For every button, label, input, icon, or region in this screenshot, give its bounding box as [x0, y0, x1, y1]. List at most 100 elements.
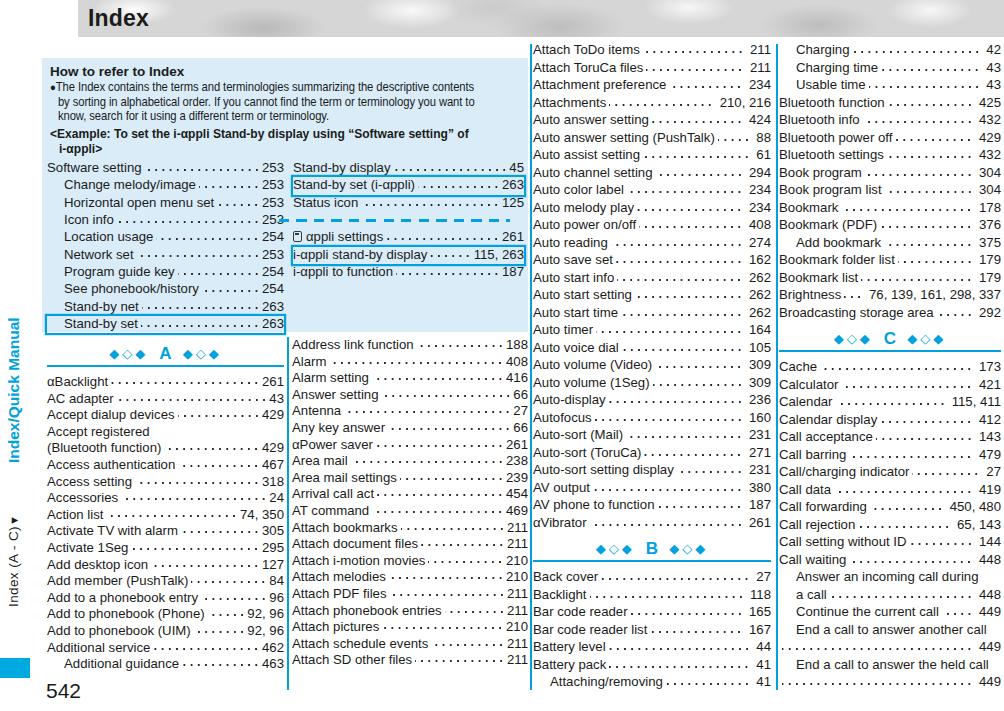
dot-leader: [430, 247, 472, 264]
dot-leader: [382, 387, 513, 404]
diamond-ornament: ◆◇◆: [834, 331, 873, 346]
triangle-marker: ▼: [8, 515, 20, 526]
entry-label: Auto color label: [533, 182, 624, 197]
dot-leader: [880, 412, 974, 430]
entry-page-ref: 144: [979, 534, 1001, 549]
entry-label: Auto start info: [533, 270, 614, 285]
dot-leader: [937, 305, 974, 323]
dot-leader: [131, 540, 261, 557]
entry-page-ref: 295: [262, 540, 284, 555]
entry-page-ref: 125: [502, 195, 524, 210]
entry-page-ref: 292: [979, 305, 1001, 320]
entry-page-ref: 211: [507, 652, 528, 667]
index-entry: Accept registered: [47, 424, 284, 441]
entry-page-ref: 305: [262, 523, 284, 538]
entry-label: Stand-by display: [293, 160, 391, 175]
dot-leader: [631, 604, 744, 622]
entry-page-ref: 41: [756, 674, 771, 689]
index-entry: Battery level44: [533, 639, 771, 657]
index-entry: Calendar115, 411: [779, 394, 1001, 412]
entry-label: Status icon: [293, 195, 358, 210]
dot-leader: [834, 482, 974, 500]
index-column-4: Charging42Charging time43Usable time43Bl…: [779, 42, 1001, 692]
entry-page-ref: 211: [507, 536, 528, 551]
entry-page-ref: 43: [986, 60, 1001, 75]
dot-leader: [194, 623, 247, 640]
index-entry: Continue the current call449: [779, 604, 1001, 622]
index-entry: Add bookmark375: [779, 235, 1001, 253]
dot-leader: [201, 590, 268, 607]
entry-label: Alarm: [292, 354, 326, 369]
entry-page-ref: 211: [750, 60, 771, 75]
entry-label: Auto start time: [533, 305, 618, 320]
index-entry: Bar code reader165: [533, 604, 771, 622]
index-entry: Area mail238: [292, 453, 528, 470]
dot-leader: [616, 252, 744, 270]
entry-label: Attach phonebook entries: [292, 603, 442, 618]
dot-leader: [836, 394, 947, 412]
entry-label: Auto start setting: [533, 287, 632, 302]
index-entry: 449: [779, 674, 1001, 692]
index-entry: Attach schedule events211: [292, 636, 528, 653]
index-entry: Charging time43: [779, 60, 1001, 78]
entry-page-ref: 469: [506, 503, 528, 518]
entry-label: Charging: [796, 42, 850, 57]
entry-page-ref: 187: [749, 497, 771, 512]
dot-leader: [361, 195, 501, 212]
index-column-2: Address link function188Alarm408Alarm se…: [292, 337, 528, 669]
entry-label: αppli settings: [306, 229, 383, 244]
entry-page-ref: 271: [749, 445, 771, 460]
index-entry: Auto start time262: [533, 305, 771, 323]
dot-leader: [415, 652, 506, 669]
diamond-ornament: ◆◇◆: [183, 346, 222, 361]
index-entry: Back cover27: [533, 569, 771, 587]
entry-page-ref: 263: [502, 177, 524, 192]
entry-label: Call barring: [779, 447, 846, 462]
index-entry: Calculator421: [779, 377, 1001, 395]
dot-leader: [137, 247, 261, 264]
dot-leader: [141, 316, 261, 333]
dot-leader: [394, 160, 509, 177]
entry-page-ref: 43: [269, 391, 284, 406]
index-entry: αppli settings261: [293, 229, 524, 246]
dot-leader: [666, 674, 751, 692]
entry-label: i-αppli to function: [293, 264, 393, 279]
entry-page-ref: 234: [749, 182, 771, 197]
dot-leader: [596, 322, 744, 340]
index-entry: Address link function188: [292, 337, 528, 354]
entry-page-ref: 179: [979, 270, 1001, 285]
dot-leader: [841, 377, 974, 395]
entry-label: Auto-display: [533, 392, 606, 407]
entry-label: Answer an incoming call during: [796, 569, 979, 584]
index-entry: Bar code reader list167: [533, 622, 771, 640]
index-entry: Call data419: [779, 482, 1001, 500]
entry-page-ref: 44: [756, 639, 771, 654]
entry-label: Area mail settings: [292, 470, 397, 485]
dot-leader: [386, 229, 501, 246]
entry-page-ref: 419: [979, 482, 1001, 497]
dot-leader: [377, 486, 505, 503]
entry-label: See phonebook/history: [64, 281, 199, 296]
dot-leader: [151, 557, 261, 574]
index-entry: Book program304: [779, 165, 1001, 183]
entry-label: Broadcasting storage area: [779, 305, 934, 320]
dot-leader: [655, 357, 744, 375]
entry-page-ref: 254: [262, 229, 284, 244]
entry-label: End a call to answer the held call: [796, 657, 989, 672]
dot-leader: [635, 287, 744, 305]
index-entry: Program guide key254: [47, 264, 284, 281]
index-entry: Bookmark (PDF)376: [779, 217, 1001, 235]
dot-leader: [351, 453, 505, 470]
dot-leader: [182, 656, 261, 673]
dot-leader: [595, 410, 744, 428]
entry-page-ref: 304: [979, 165, 1001, 180]
entry-label: Cache: [779, 359, 817, 374]
sidebar-tab-marker: [0, 658, 30, 678]
entry-label: Attach ToDo items: [533, 42, 640, 57]
sidebar-manual-label: Index/Quick Manual: [5, 313, 23, 463]
index-entry: See phonebook/history254: [47, 281, 284, 298]
dot-leader: [117, 391, 269, 408]
entry-page-ref: 262: [749, 270, 771, 285]
entry-page-ref: 262: [749, 287, 771, 302]
index-entry: Antenna27: [292, 403, 528, 420]
